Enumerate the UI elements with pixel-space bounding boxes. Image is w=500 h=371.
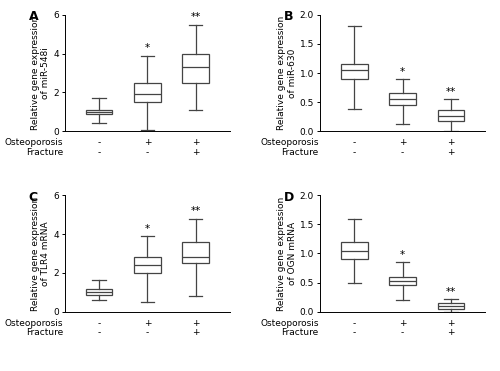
PathPatch shape xyxy=(182,242,209,263)
PathPatch shape xyxy=(438,303,464,309)
Text: -: - xyxy=(98,319,100,328)
PathPatch shape xyxy=(390,277,416,285)
Text: +: + xyxy=(192,138,200,147)
Text: *: * xyxy=(400,66,405,76)
Text: +: + xyxy=(399,138,406,147)
Text: -: - xyxy=(401,328,404,337)
Text: +: + xyxy=(448,138,455,147)
Text: *: * xyxy=(400,250,405,260)
Text: **: ** xyxy=(190,206,201,216)
Text: +: + xyxy=(192,319,200,328)
Text: +: + xyxy=(448,328,455,337)
Text: **: ** xyxy=(190,12,201,22)
Text: -: - xyxy=(98,328,100,337)
PathPatch shape xyxy=(390,93,416,105)
Text: Osteoporosis: Osteoporosis xyxy=(5,319,64,328)
Text: +: + xyxy=(448,148,455,157)
Text: *: * xyxy=(145,224,150,234)
Text: **: ** xyxy=(446,87,456,97)
Text: **: ** xyxy=(446,286,456,296)
Text: B: B xyxy=(284,10,294,23)
Text: +: + xyxy=(144,138,151,147)
Text: +: + xyxy=(448,319,455,328)
Text: Osteoporosis: Osteoporosis xyxy=(5,138,64,147)
Text: Osteoporosis: Osteoporosis xyxy=(260,319,318,328)
PathPatch shape xyxy=(86,110,112,114)
PathPatch shape xyxy=(182,54,209,83)
Text: -: - xyxy=(352,138,356,147)
PathPatch shape xyxy=(438,110,464,121)
Text: Fracture: Fracture xyxy=(26,328,64,337)
Y-axis label: Relative gene expression
of miR-630: Relative gene expression of miR-630 xyxy=(278,16,297,130)
Text: A: A xyxy=(29,10,38,23)
PathPatch shape xyxy=(134,83,160,102)
Text: -: - xyxy=(352,148,356,157)
Text: +: + xyxy=(144,319,151,328)
Text: -: - xyxy=(98,148,100,157)
PathPatch shape xyxy=(341,242,367,259)
Text: +: + xyxy=(399,319,406,328)
Text: C: C xyxy=(29,191,38,204)
Text: Fracture: Fracture xyxy=(26,148,64,157)
Text: +: + xyxy=(192,148,200,157)
Text: Fracture: Fracture xyxy=(282,148,319,157)
Text: -: - xyxy=(352,319,356,328)
Text: Osteoporosis: Osteoporosis xyxy=(260,138,318,147)
Text: -: - xyxy=(146,328,149,337)
PathPatch shape xyxy=(86,289,112,295)
Y-axis label: Relative gene expression
of miR-548i: Relative gene expression of miR-548i xyxy=(31,16,50,130)
Text: *: * xyxy=(145,43,150,53)
Text: -: - xyxy=(352,328,356,337)
Text: -: - xyxy=(146,148,149,157)
Text: -: - xyxy=(98,138,100,147)
Text: D: D xyxy=(284,191,294,204)
Text: Fracture: Fracture xyxy=(282,328,319,337)
PathPatch shape xyxy=(341,64,367,79)
Text: +: + xyxy=(192,328,200,337)
Text: -: - xyxy=(401,148,404,157)
PathPatch shape xyxy=(134,257,160,273)
Y-axis label: Relative gene expression
of OGN mRNA: Relative gene expression of OGN mRNA xyxy=(278,196,297,311)
Y-axis label: Relative gene expression
of TLR4 mRNA: Relative gene expression of TLR4 mRNA xyxy=(31,196,50,311)
